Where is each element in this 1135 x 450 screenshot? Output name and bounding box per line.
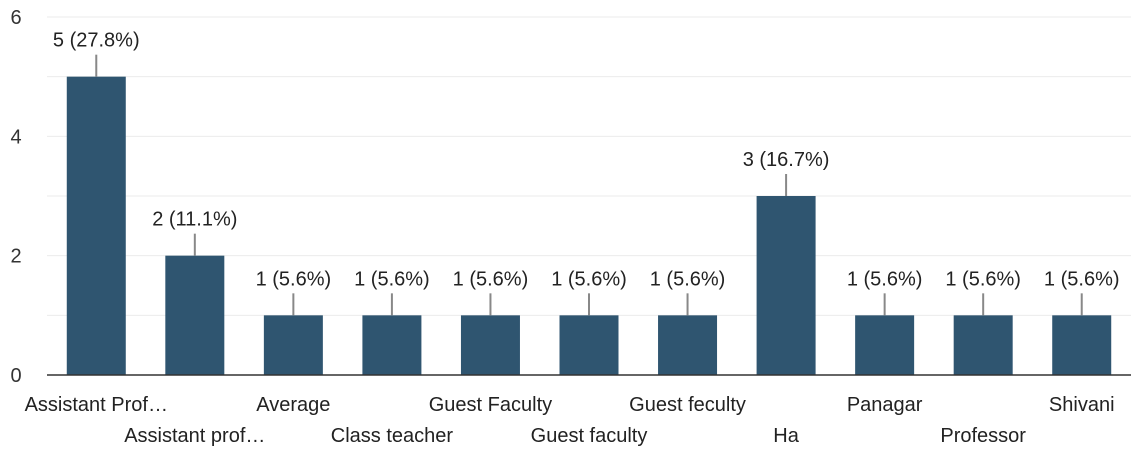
data-label: 1 (5.6%) bbox=[945, 268, 1021, 290]
label-leader-lines bbox=[95, 54, 1083, 316]
y-tick-label: 2 bbox=[10, 246, 21, 268]
x-category-label: Assistant Prof… bbox=[25, 394, 168, 416]
bar bbox=[855, 315, 915, 375]
data-label: 1 (5.6%) bbox=[551, 268, 627, 290]
x-category-label: Guest faculty bbox=[531, 425, 648, 447]
x-axis-category-labels: Assistant Prof… Assistant prof… AverageCla… bbox=[25, 394, 1115, 447]
bar bbox=[1052, 315, 1112, 375]
data-label: 1 (5.6%) bbox=[847, 268, 923, 290]
data-label: 1 (5.6%) bbox=[453, 268, 529, 290]
bar bbox=[362, 315, 422, 375]
x-category-label: Ha bbox=[773, 425, 799, 447]
x-category-label: Guest Faculty bbox=[429, 394, 552, 416]
x-category-label: Class teacher bbox=[331, 425, 454, 447]
data-label: 1 (5.6%) bbox=[256, 268, 332, 290]
y-tick-label: 6 bbox=[10, 7, 21, 29]
bar bbox=[756, 196, 816, 375]
bars bbox=[66, 76, 1112, 376]
y-axis-ticks: 0 2 4 6 bbox=[10, 7, 21, 387]
data-label: 1 (5.6%) bbox=[1044, 268, 1120, 290]
y-tick-label: 4 bbox=[10, 126, 21, 148]
bar bbox=[66, 76, 126, 376]
data-label: 1 (5.6%) bbox=[650, 268, 726, 290]
bar bbox=[263, 315, 323, 375]
x-category-label: Assistant prof… bbox=[124, 425, 265, 447]
x-category-label: Guest feculty bbox=[629, 394, 746, 416]
bar bbox=[165, 255, 225, 375]
bar bbox=[658, 315, 718, 375]
data-label: 1 (5.6%) bbox=[354, 268, 430, 290]
data-label: 2 (11.1%) bbox=[152, 209, 237, 231]
x-category-label: Panagar bbox=[847, 394, 923, 416]
data-label: 3 (16.7%) bbox=[743, 149, 830, 171]
bar bbox=[953, 315, 1013, 375]
data-labels: 5 (27.8%) 2 (11.1%) 1 (5.6%) 1 (5.6%) 1 (5.6… bbox=[53, 30, 1120, 291]
bar bbox=[559, 315, 619, 375]
x-category-label: Average bbox=[256, 394, 330, 416]
gridlines bbox=[47, 16, 1131, 316]
x-category-label: Shivani bbox=[1049, 394, 1115, 416]
y-tick-label: 0 bbox=[10, 365, 21, 387]
x-category-label: Professor bbox=[940, 425, 1026, 447]
bar bbox=[460, 315, 520, 375]
data-label: 5 (27.8%) bbox=[53, 30, 140, 52]
